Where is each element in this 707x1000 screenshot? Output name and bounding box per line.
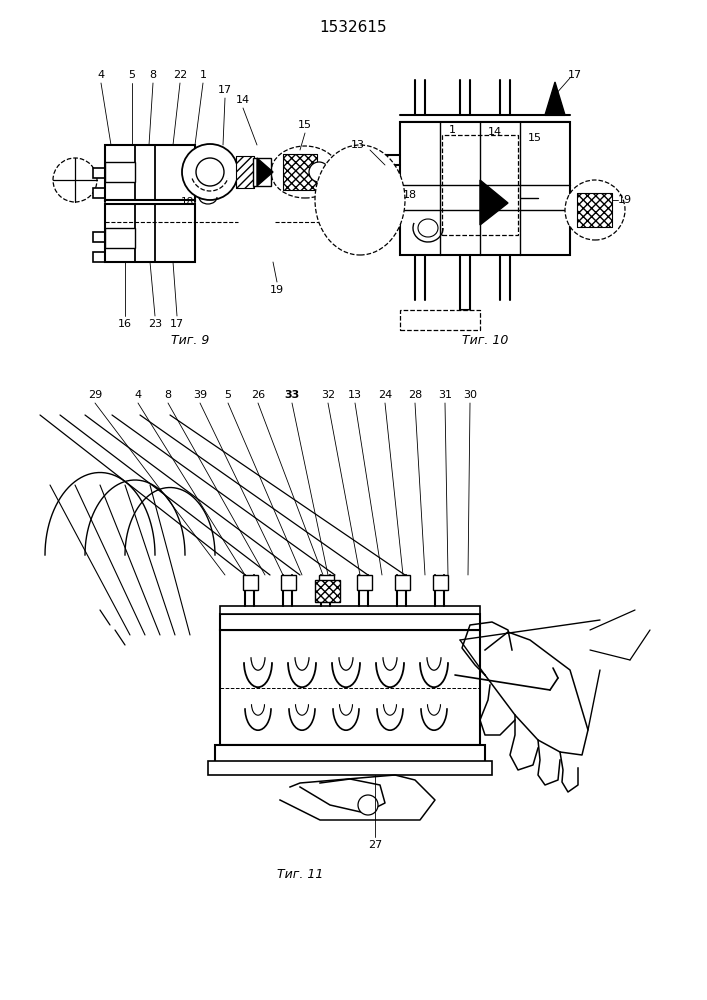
Text: 18: 18	[403, 190, 417, 200]
Ellipse shape	[315, 145, 405, 255]
Bar	[577, 193, 612, 227]
Bar	[283, 154, 317, 190]
Text: 30: 30	[463, 390, 477, 400]
Bar	[220, 606, 480, 614]
Circle shape	[358, 795, 378, 815]
Text: 17: 17	[170, 319, 184, 329]
Text: 4: 4	[134, 390, 141, 400]
Text: 26: 26	[251, 390, 265, 400]
Text: 17: 17	[568, 70, 582, 80]
Text: 1532615: 1532615	[319, 20, 387, 35]
Bar	[105, 145, 195, 200]
Bar	[236, 156, 254, 188]
Bar	[395, 575, 410, 590]
Text: 13: 13	[351, 140, 365, 150]
Bar	[243, 575, 258, 590]
Text: 8: 8	[149, 70, 156, 80]
Text: Τиг. 9: Τиг. 9	[171, 334, 209, 347]
Text: 19: 19	[270, 285, 284, 295]
Text: 5: 5	[225, 390, 231, 400]
Bar	[93, 188, 105, 198]
Bar	[105, 162, 135, 182]
Polygon shape	[257, 158, 273, 186]
Text: 1: 1	[199, 70, 206, 80]
Bar	[433, 575, 448, 590]
Circle shape	[309, 162, 329, 182]
Text: 32: 32	[321, 390, 335, 400]
Bar	[315, 580, 340, 602]
Bar	[220, 630, 480, 745]
Bar	[93, 168, 105, 178]
Bar	[236, 156, 254, 188]
Circle shape	[196, 158, 224, 186]
Text: 24: 24	[378, 390, 392, 400]
Circle shape	[182, 144, 238, 200]
Bar	[93, 232, 105, 242]
Text: 29: 29	[88, 390, 102, 400]
Bar	[283, 154, 317, 190]
Text: 5: 5	[129, 70, 136, 80]
Text: 18: 18	[180, 197, 194, 207]
Text: 27: 27	[368, 840, 382, 850]
Text: 16: 16	[118, 319, 132, 329]
Text: 8: 8	[165, 390, 172, 400]
Text: 31: 31	[438, 390, 452, 400]
Bar	[220, 614, 480, 630]
Bar	[253, 158, 271, 186]
Bar	[400, 122, 570, 255]
Bar	[208, 761, 492, 775]
Text: 15: 15	[528, 133, 542, 143]
Text: 19: 19	[618, 195, 632, 205]
Bar	[400, 310, 480, 330]
Text: 15: 15	[298, 120, 312, 130]
Bar	[442, 135, 518, 235]
Circle shape	[565, 180, 625, 240]
Text: Τиг. 11: Τиг. 11	[277, 868, 323, 882]
Text: 39: 39	[193, 390, 207, 400]
Bar	[105, 204, 195, 262]
Text: 33: 33	[284, 390, 300, 400]
Bar	[93, 252, 105, 262]
Bar	[577, 193, 612, 227]
Bar	[319, 575, 334, 590]
Bar	[281, 575, 296, 590]
Text: 28: 28	[408, 390, 422, 400]
Bar	[315, 580, 340, 602]
Text: 17: 17	[218, 85, 232, 95]
Bar	[215, 745, 485, 763]
Text: 23: 23	[148, 319, 162, 329]
Text: Τиг. 10: Τиг. 10	[462, 334, 508, 347]
Text: 13: 13	[348, 390, 362, 400]
Text: 1: 1	[448, 125, 455, 135]
Text: 14: 14	[236, 95, 250, 105]
Bar	[105, 228, 135, 248]
Polygon shape	[480, 180, 508, 225]
Bar	[357, 575, 372, 590]
Text: 14: 14	[488, 127, 502, 137]
Polygon shape	[545, 82, 565, 115]
Text: 22: 22	[173, 70, 187, 80]
Text: 4: 4	[98, 70, 105, 80]
